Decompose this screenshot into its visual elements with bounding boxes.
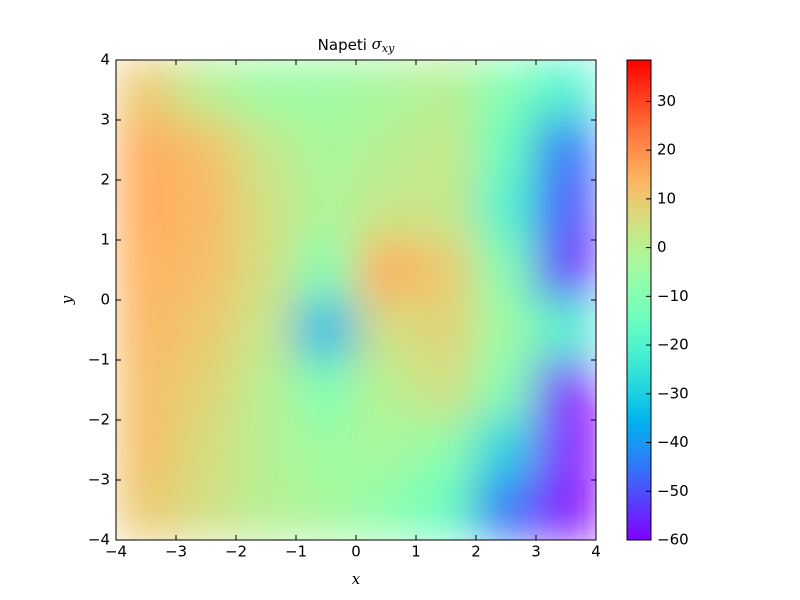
field-cell <box>535 239 596 301</box>
field-cell <box>535 299 596 361</box>
field-cell <box>235 359 297 421</box>
y-tick-label: −2 <box>88 411 110 429</box>
field-cell <box>295 419 357 481</box>
field-cell <box>535 479 596 540</box>
colorbar-tick-label: −20 <box>657 336 689 354</box>
field-cell <box>415 359 477 421</box>
y-tick-label: 1 <box>100 231 110 249</box>
field-cell <box>295 299 357 361</box>
field-cell <box>415 479 477 540</box>
field-cell <box>235 179 297 241</box>
x-tick-label: 1 <box>411 543 421 561</box>
field-cell <box>235 60 297 121</box>
field-cell <box>175 359 237 421</box>
field-cell <box>235 239 297 301</box>
colorbar-tick-label: 30 <box>657 92 676 110</box>
x-tick-label: −1 <box>285 543 307 561</box>
field-cell <box>295 179 357 241</box>
x-tick-label: 0 <box>351 543 361 561</box>
x-tick-label: 2 <box>471 543 481 561</box>
field-cell <box>475 299 537 361</box>
field-cell <box>475 479 537 540</box>
y-tick-label: −4 <box>88 531 110 549</box>
y-tick-label: −3 <box>88 471 110 489</box>
field-cell <box>355 359 417 421</box>
field <box>116 60 596 540</box>
y-tick-label: 0 <box>100 291 110 309</box>
field-cell <box>175 239 237 301</box>
field-cell <box>175 60 237 121</box>
colorbar-tick-label: −40 <box>657 433 689 451</box>
field-cell <box>116 299 177 361</box>
field-cells <box>116 60 596 540</box>
y-tick-label: −1 <box>88 351 110 369</box>
y-tick-label: 3 <box>100 111 110 129</box>
field-cell <box>116 479 177 540</box>
field-cell <box>475 419 537 481</box>
field-cell <box>355 60 417 121</box>
field-cell <box>355 419 417 481</box>
field-cell <box>175 419 237 481</box>
field-cell <box>355 239 417 301</box>
field-cell <box>475 239 537 301</box>
y-tick-label: 4 <box>100 51 110 69</box>
field-cell <box>235 419 297 481</box>
field-cell <box>175 479 237 540</box>
field-cell <box>475 60 537 121</box>
field-cell <box>175 179 237 241</box>
field-cell <box>535 119 596 181</box>
field-cell <box>475 179 537 241</box>
field-cell <box>535 179 596 241</box>
field-cell <box>355 119 417 181</box>
field-cell <box>235 119 297 181</box>
colorbar <box>626 59 652 541</box>
field-cell <box>535 419 596 481</box>
colorbar-tick-label: −30 <box>657 384 689 402</box>
colorbar-tick-label: −10 <box>657 287 689 305</box>
x-tick-label: −2 <box>225 543 247 561</box>
x-tick-label: −4 <box>105 543 127 561</box>
field-cell <box>116 359 177 421</box>
field-cell <box>295 479 357 540</box>
field-cell <box>295 359 357 421</box>
field-cell <box>415 119 477 181</box>
field-cell <box>295 60 357 121</box>
field-cell <box>415 239 477 301</box>
field-cell <box>355 179 417 241</box>
field-cell <box>295 119 357 181</box>
x-tick-label: 4 <box>591 543 601 561</box>
field-cell <box>475 119 537 181</box>
colorbar-tick-label: −50 <box>657 482 689 500</box>
field-cell <box>415 179 477 241</box>
colorbar-tick-label: 10 <box>657 189 676 207</box>
field-cell <box>175 119 237 181</box>
field-cell <box>355 479 417 540</box>
colorbar-tick-label: 20 <box>657 141 676 159</box>
field-cell <box>535 359 596 421</box>
field-cell <box>235 479 297 540</box>
field-cell <box>116 179 177 241</box>
chart-title: Napeti σxy <box>318 35 395 55</box>
x-tick-label: −3 <box>165 543 187 561</box>
colorbar-tick-label: −60 <box>657 531 689 549</box>
field-cell <box>415 299 477 361</box>
field-cell <box>116 60 177 121</box>
field-cell <box>235 299 297 361</box>
field-cell <box>116 419 177 481</box>
y-axis-label: y <box>58 295 76 305</box>
field-cell <box>415 419 477 481</box>
field-cell <box>475 359 537 421</box>
colorbar-tick-label: 0 <box>657 238 667 256</box>
field-cell <box>116 119 177 181</box>
x-tick-label: 3 <box>531 543 541 561</box>
field-cell <box>295 239 357 301</box>
field-cell <box>535 60 596 121</box>
field-cell <box>175 299 237 361</box>
y-tick-label: 2 <box>100 171 110 189</box>
field-cell <box>355 299 417 361</box>
x-axis-label: x <box>352 570 361 588</box>
field-cell <box>116 239 177 301</box>
field-cell <box>415 60 477 121</box>
